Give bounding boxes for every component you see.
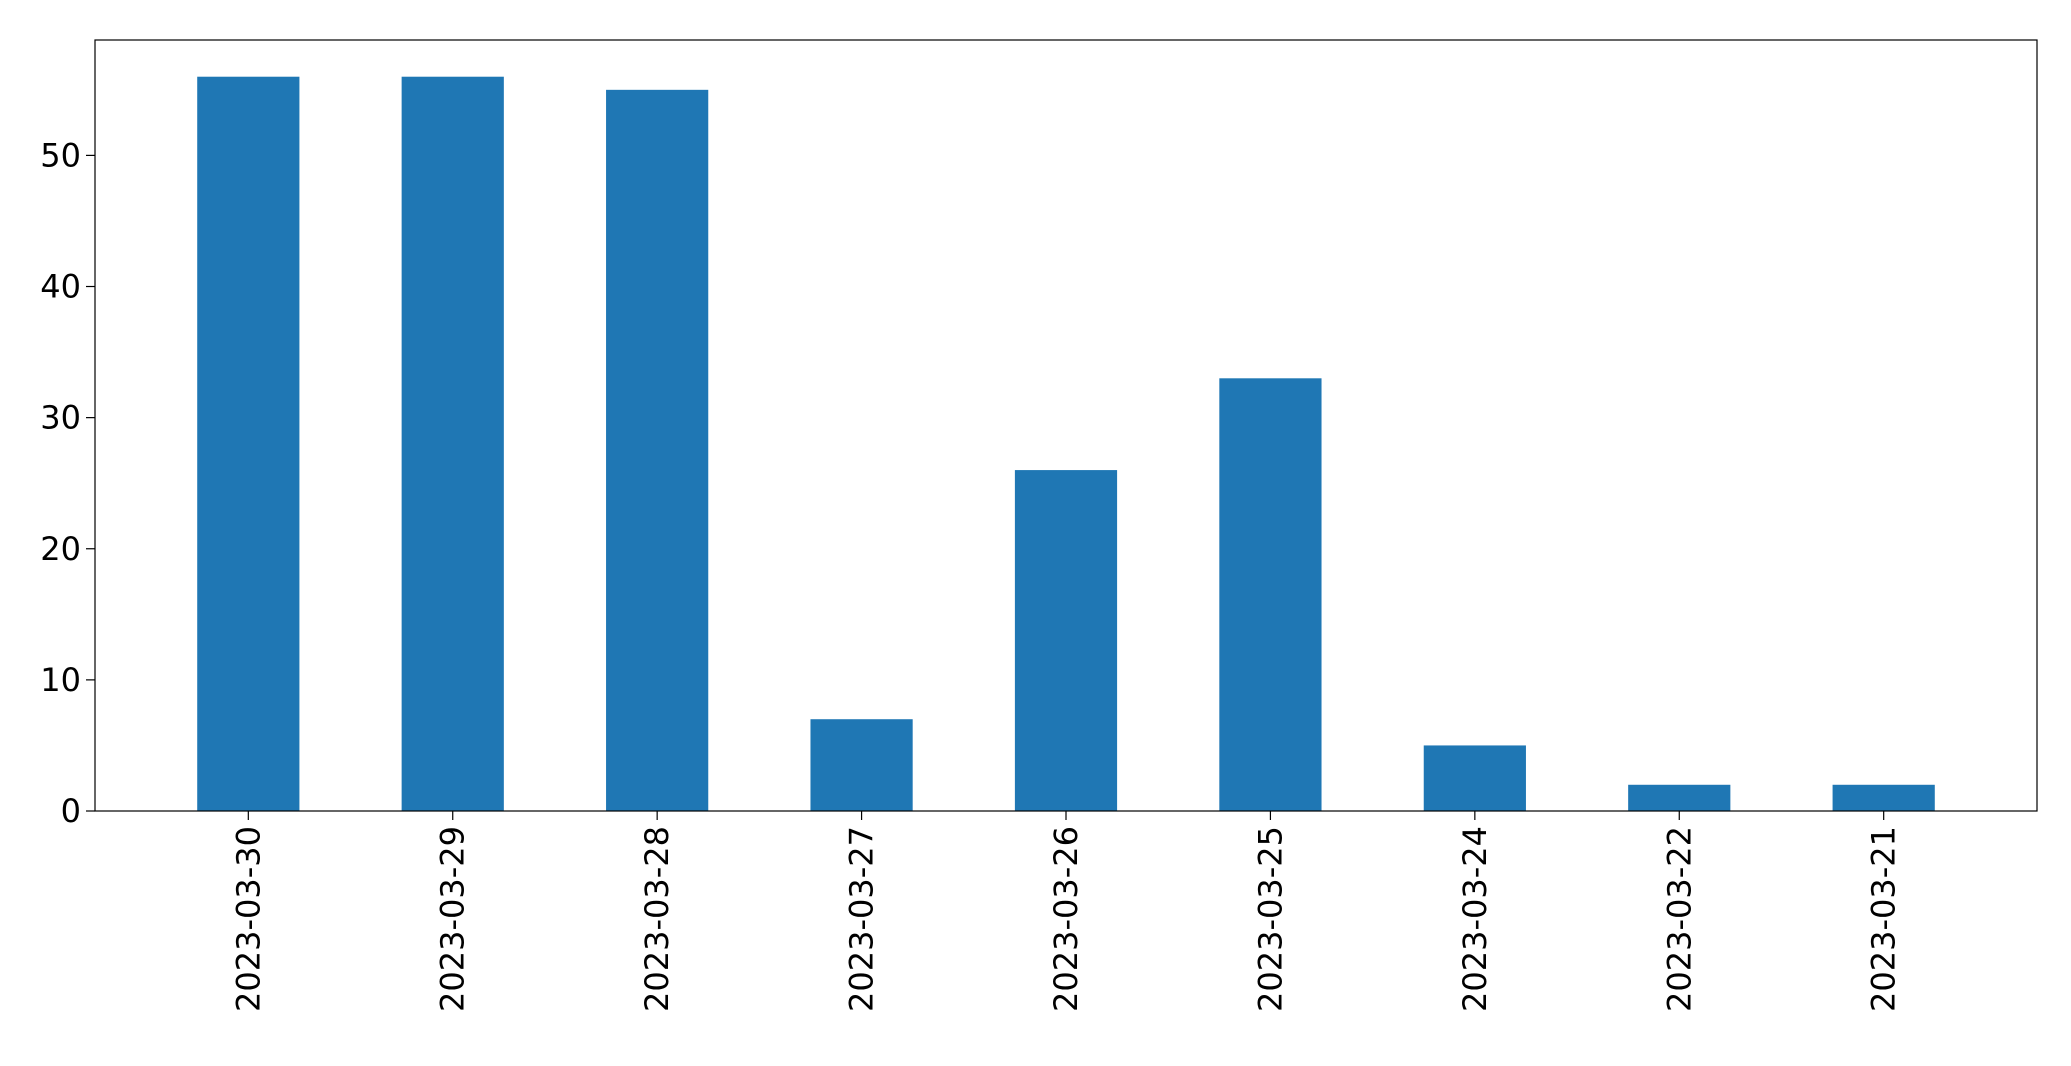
y-tick-label: 40	[40, 268, 81, 306]
y-tick-label: 30	[40, 399, 81, 437]
bar-2023-03-25	[1219, 378, 1322, 811]
bar-2023-03-22	[1628, 784, 1731, 811]
y-axis: 0 10 20 30 40 50	[40, 136, 95, 830]
x-tick-label: 2023-03-26	[1047, 826, 1085, 1012]
bar-2023-03-30	[197, 76, 300, 811]
y-tick-label: 50	[40, 136, 81, 174]
bar-2023-03-24	[1423, 745, 1526, 811]
x-tick-label: 2023-03-27	[843, 826, 881, 1012]
bar-2023-03-28	[606, 89, 709, 811]
bar-2023-03-21	[1832, 784, 1935, 811]
bars-group	[197, 76, 1935, 811]
bar-2023-03-26	[1014, 470, 1118, 811]
y-tick-label: 0	[61, 792, 81, 830]
x-tick-label: 2023-03-30	[229, 826, 267, 1012]
x-tick-label: 2023-03-28	[638, 826, 676, 1012]
bar-2023-03-27	[810, 719, 913, 811]
y-tick-label: 20	[40, 530, 81, 568]
x-axis: 2023-03-30 2023-03-29 2023-03-28 2023-03-27…	[229, 811, 1903, 1012]
x-tick-label: 2023-03-24	[1456, 826, 1494, 1012]
x-tick-label: 2023-03-29	[434, 826, 472, 1012]
y-tick-label: 10	[40, 661, 81, 699]
bar-2023-03-29	[401, 76, 504, 811]
x-tick-label: 2023-03-25	[1251, 826, 1289, 1012]
x-tick-label: 2023-03-22	[1660, 826, 1698, 1012]
plot-frame	[94, 39, 2038, 812]
x-tick-label: 2023-03-21	[1865, 826, 1903, 1012]
